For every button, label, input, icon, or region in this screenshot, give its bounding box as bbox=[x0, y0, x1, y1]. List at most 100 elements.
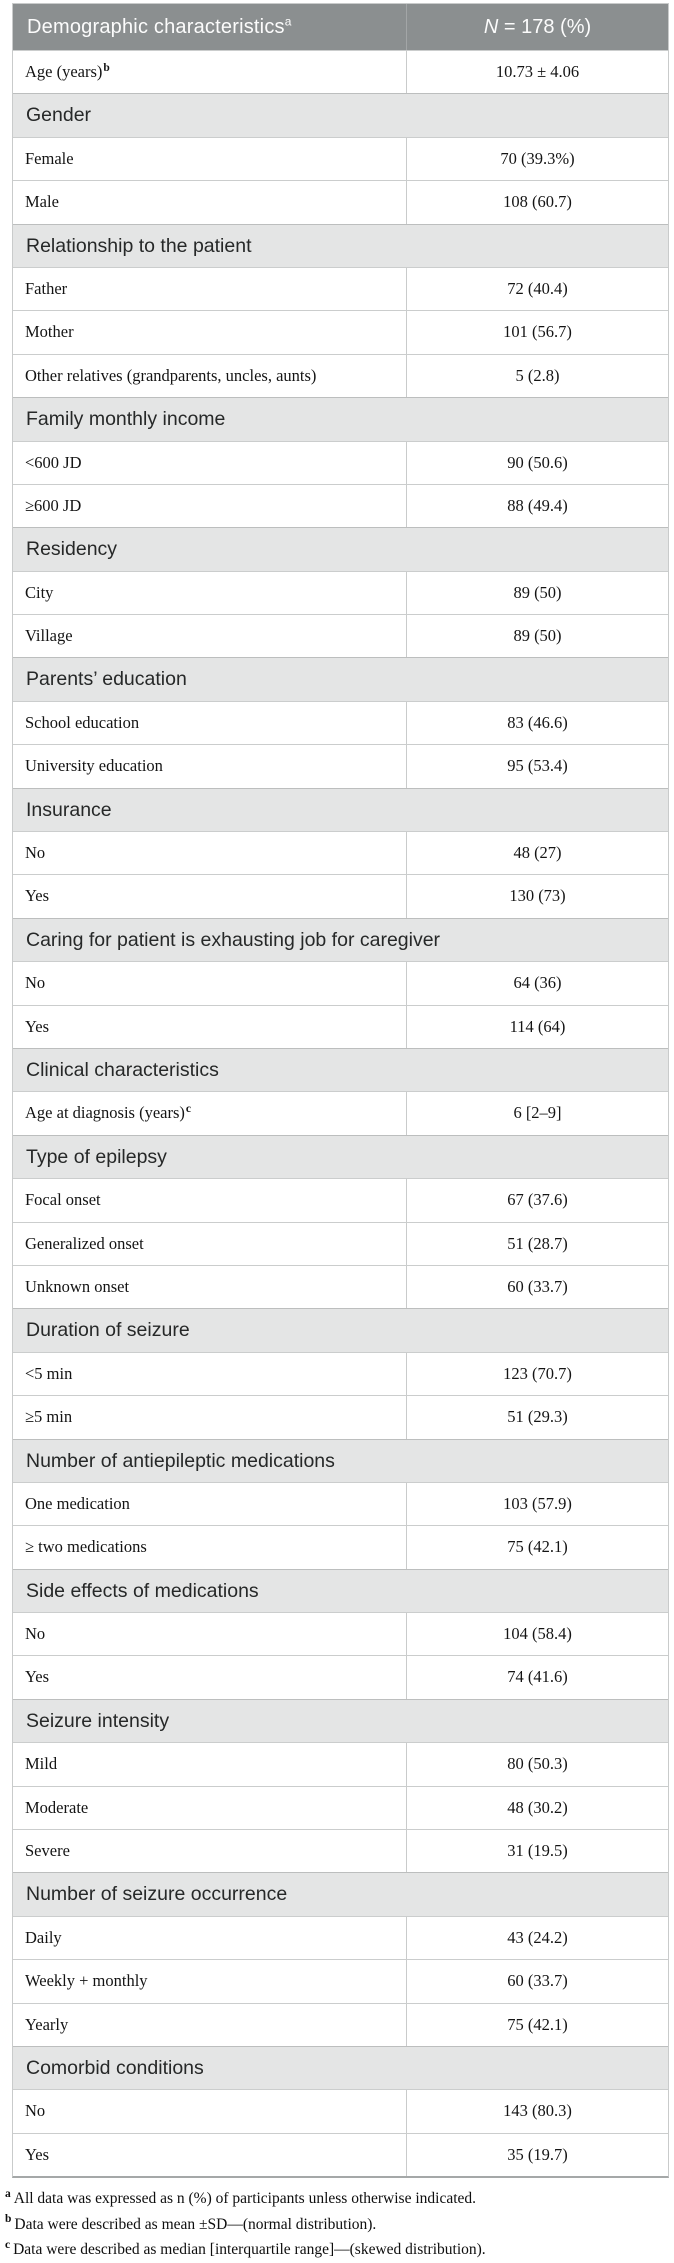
row-value: 64 (36) bbox=[513, 973, 562, 993]
table-row: City 89 (50) bbox=[13, 570, 668, 615]
table-row: Unknown onset 60 (33.7) bbox=[13, 1264, 668, 1309]
row-value-cell: 6 [2–9] bbox=[406, 1092, 668, 1135]
row-label: No bbox=[25, 2101, 46, 2121]
section-label: Number of seizure occurrence bbox=[26, 1883, 288, 1906]
row-value-cell: 101 (56.7) bbox=[406, 311, 668, 354]
row-value-cell: 83 (46.6) bbox=[406, 701, 668, 745]
row-value: 72 (40.4) bbox=[507, 278, 568, 298]
table-row: Weekly + monthly 60 (33.7) bbox=[13, 1959, 668, 2003]
row-value-cell: 108 (60.7) bbox=[406, 181, 668, 224]
table-row: Village 89 (50) bbox=[13, 614, 668, 658]
row-value-cell: 35 (19.7) bbox=[406, 2133, 668, 2177]
row-label: Yes bbox=[25, 1667, 50, 1687]
row-value: 103 (57.9) bbox=[503, 1493, 572, 1513]
row-label-cell: Age (years)b bbox=[13, 51, 406, 93]
row-value-cell: 123 (70.7) bbox=[406, 1352, 668, 1396]
row-label-cell: Yes bbox=[13, 1006, 406, 1048]
row-value-cell: 67 (37.6) bbox=[406, 1179, 668, 1222]
table-row: Yes 130 (73) bbox=[13, 874, 668, 918]
row-value: 114 (64) bbox=[509, 1016, 566, 1036]
section-label: Clinical characteristics bbox=[26, 1058, 219, 1081]
row-value-cell: 31 (19.5) bbox=[406, 1830, 668, 1873]
section-label: Family monthly income bbox=[26, 408, 226, 431]
row-label-cell: Focal onset bbox=[13, 1179, 406, 1221]
table-row: Generalized onset 51 (28.7) bbox=[13, 1221, 668, 1265]
row-label: Weekly + monthly bbox=[25, 1971, 148, 1991]
header-col1-superscript: a bbox=[284, 14, 292, 29]
table-row: No 143 (80.3) bbox=[13, 2089, 668, 2133]
row-value: 123 (70.7) bbox=[503, 1363, 572, 1383]
row-label: Other relatives (grandparents, uncles, a… bbox=[25, 365, 317, 385]
row-value-cell: 75 (42.1) bbox=[406, 2003, 668, 2046]
header-col1-label: Demographic characteristics bbox=[27, 16, 285, 38]
row-label: ≥600 JD bbox=[25, 495, 82, 515]
row-label-cell: ≥ two medications bbox=[13, 1526, 406, 1568]
table-row: Father 72 (40.4) bbox=[13, 266, 668, 311]
row-label-cell: No bbox=[13, 2090, 406, 2132]
row-label: City bbox=[25, 582, 54, 602]
table-row: Yes 74 (41.6) bbox=[13, 1655, 668, 1699]
row-label: Severe bbox=[25, 1841, 70, 1861]
row-value-cell: 70 (39.3%) bbox=[406, 137, 668, 181]
section-label: Duration of seizure bbox=[26, 1319, 190, 1342]
row-value: 75 (42.1) bbox=[507, 2014, 568, 2034]
section-label: Type of epilepsy bbox=[26, 1145, 167, 1168]
row-label: Village bbox=[25, 626, 73, 646]
row-label-cell: School education bbox=[13, 702, 406, 744]
row-value: 90 (50.6) bbox=[507, 452, 568, 472]
row-label-cell: Age at diagnosis (years)c bbox=[13, 1092, 406, 1134]
footnotes: a All data was expressed as n (%) of part… bbox=[5, 2186, 670, 2263]
demographics-table: Demographic characteristicsa N = 178 (%)… bbox=[12, 3, 669, 2179]
row-label-cell: Yes bbox=[13, 875, 406, 917]
section-label: Relationship to the patient bbox=[26, 234, 252, 257]
table-row: Focal onset 67 (37.6) bbox=[13, 1178, 668, 1222]
table-row: Yes 35 (19.7) bbox=[13, 2132, 668, 2177]
row-value: 48 (30.2) bbox=[507, 1797, 568, 1817]
section-row: Parents’ education bbox=[13, 657, 668, 701]
section-row: Residency bbox=[13, 527, 668, 571]
row-label: Daily bbox=[25, 1927, 62, 1947]
table-body: Age (years)b 10.73 ± 4.06 Gender Female 70 (… bbox=[13, 50, 668, 2177]
row-label-cell: Daily bbox=[13, 1917, 406, 1959]
row-value-cell: 74 (41.6) bbox=[406, 1656, 668, 1699]
table-row: Age (years)b 10.73 ± 4.06 bbox=[13, 50, 668, 94]
row-label: <600 JD bbox=[25, 452, 82, 472]
table-row: <600 JD 90 (50.6) bbox=[13, 440, 668, 484]
row-label: Age (years) bbox=[25, 62, 103, 81]
footnote-text: Data were described as mean ±SD—(normal … bbox=[14, 2215, 377, 2233]
section-row: Clinical characteristics bbox=[13, 1047, 668, 1092]
row-value: 104 (58.4) bbox=[503, 1624, 572, 1644]
table-row: No 104 (58.4) bbox=[13, 1612, 668, 1656]
row-value-cell: 103 (57.9) bbox=[406, 1482, 668, 1526]
row-value: 143 (80.3) bbox=[503, 2101, 572, 2121]
row-label-cell: Weekly + monthly bbox=[13, 1960, 406, 2002]
table-row: Daily 43 (24.2) bbox=[13, 1915, 668, 1960]
row-value: 6 [2–9] bbox=[513, 1103, 562, 1123]
row-label-cell: <5 min bbox=[13, 1353, 406, 1395]
row-label: Yes bbox=[25, 1016, 50, 1036]
row-value: 51 (29.3) bbox=[507, 1407, 568, 1427]
section-label: Insurance bbox=[26, 798, 112, 821]
row-value: 88 (49.4) bbox=[507, 495, 568, 515]
header-cell-n-percent: N = 178 (%) bbox=[406, 4, 668, 50]
row-label: No bbox=[25, 1624, 46, 1644]
row-value-cell: 60 (33.7) bbox=[406, 1960, 668, 2003]
section-row: Number of seizure occurrence bbox=[13, 1872, 668, 1916]
row-value: 130 (73) bbox=[509, 886, 566, 906]
footnote: c Data were described as median [interqua… bbox=[5, 2237, 670, 2263]
row-label: University education bbox=[25, 756, 163, 776]
row-label-cell: Village bbox=[13, 615, 406, 657]
row-label-cell: Moderate bbox=[13, 1787, 406, 1829]
header-n-value: = 178 (%) bbox=[498, 16, 592, 38]
row-value: 10.73 ± 4.06 bbox=[495, 62, 580, 81]
row-value: 95 (53.4) bbox=[507, 756, 568, 776]
row-value: 89 (50) bbox=[513, 626, 562, 646]
row-label-cell: Mother bbox=[13, 311, 406, 353]
row-value: 70 (39.3%) bbox=[500, 148, 575, 168]
row-label-cell: <600 JD bbox=[13, 442, 406, 484]
section-label: Residency bbox=[26, 538, 118, 561]
row-value-cell: 43 (24.2) bbox=[406, 1916, 668, 1960]
section-label: Parents’ education bbox=[26, 668, 187, 691]
row-value-cell: 89 (50) bbox=[406, 571, 668, 615]
row-label: School education bbox=[25, 712, 140, 732]
